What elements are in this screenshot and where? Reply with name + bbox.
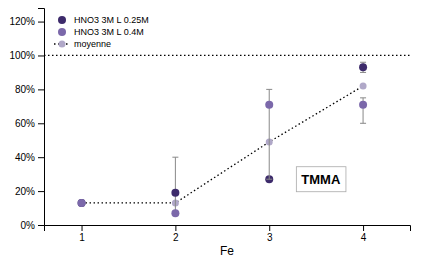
y-tick-mark	[38, 55, 44, 56]
marks	[44, 55, 410, 217]
y-tick: 60%	[15, 118, 44, 129]
legend: HNO3 3M L 0.25M HNO3 3M L 0.4M moyenne	[54, 15, 149, 49]
x-tick-mark	[82, 225, 83, 231]
average-point	[360, 82, 367, 89]
x-tick-label: 1	[79, 232, 85, 243]
annotation-box	[296, 167, 346, 192]
x-tick-mark	[363, 225, 364, 231]
y-axis: 0% 20% 40% 60% 80% 100% 120%	[9, 9, 44, 231]
legend-marker	[59, 41, 66, 48]
legend-label: HNO3 3M L 0.25M	[74, 15, 149, 25]
y-tick-mark	[38, 22, 44, 23]
y-tick-mark	[38, 225, 44, 226]
error-bar	[266, 89, 272, 179]
x-tick: 4	[361, 225, 367, 243]
point	[78, 199, 86, 207]
average-line	[82, 86, 364, 203]
annotation-text: TMMA	[301, 172, 341, 187]
legend-label: moyenne	[74, 39, 111, 49]
y-tick-label: 40%	[15, 152, 35, 163]
x-tick-mark	[269, 225, 270, 231]
y-tick-mark	[38, 123, 44, 124]
x-tick: 2	[173, 225, 179, 243]
y-tick: 40%	[15, 152, 44, 163]
reference-line	[44, 55, 410, 56]
y-tick-label: 20%	[15, 186, 35, 197]
legend-item: moyenne	[54, 39, 111, 49]
point	[265, 101, 273, 109]
y-tick-mark	[38, 157, 44, 158]
point	[359, 101, 367, 109]
y-tick: 100%	[9, 50, 44, 61]
x-tick: 1	[79, 225, 85, 243]
legend-marker	[58, 16, 66, 24]
x-tick-label: 4	[361, 232, 367, 243]
x-tick-mark	[175, 225, 176, 231]
error-bar	[360, 98, 366, 123]
x-tick-label: 2	[173, 232, 179, 243]
x-axis-line	[45, 226, 411, 232]
point	[171, 209, 179, 217]
x-axis-title: Fe	[220, 244, 234, 258]
y-tick: 0%	[21, 220, 44, 231]
y-tick: 120%	[9, 16, 44, 27]
legend-item: HNO3 3M L 0.25M	[58, 15, 149, 25]
legend-marker	[58, 28, 66, 36]
y-tick-label: 60%	[15, 118, 35, 129]
y-tick-label: 120%	[9, 16, 35, 27]
legend-item: HNO3 3M L 0.4M	[58, 27, 144, 37]
plot: 12340%20%40%60%80%100%120%FeTMMAHNO3 3M …	[9, 9, 410, 259]
y-tick: 80%	[15, 84, 44, 95]
annotation: TMMA	[296, 167, 346, 192]
point	[78, 199, 86, 207]
point	[171, 189, 179, 197]
legend-label: HNO3 3M L 0.4M	[74, 27, 144, 37]
y-tick-label: 0%	[21, 220, 36, 231]
error-bar	[172, 157, 178, 213]
y-tick-mark	[38, 191, 44, 192]
y-axis-line	[38, 9, 45, 226]
y-tick-label: 100%	[9, 50, 35, 61]
average-point	[78, 199, 85, 206]
x-tick: 3	[267, 225, 273, 243]
y-tick-mark	[38, 89, 44, 90]
chart: 12340%20%40%60%80%100%120%FeTMMAHNO3 3M …	[0, 0, 425, 261]
point	[359, 63, 367, 71]
y-tick: 20%	[15, 186, 44, 197]
y-tick-label: 80%	[15, 84, 35, 95]
x-tick-label: 3	[267, 232, 273, 243]
x-axis: 1 2 3 4	[45, 225, 411, 243]
error-bar	[360, 62, 366, 72]
